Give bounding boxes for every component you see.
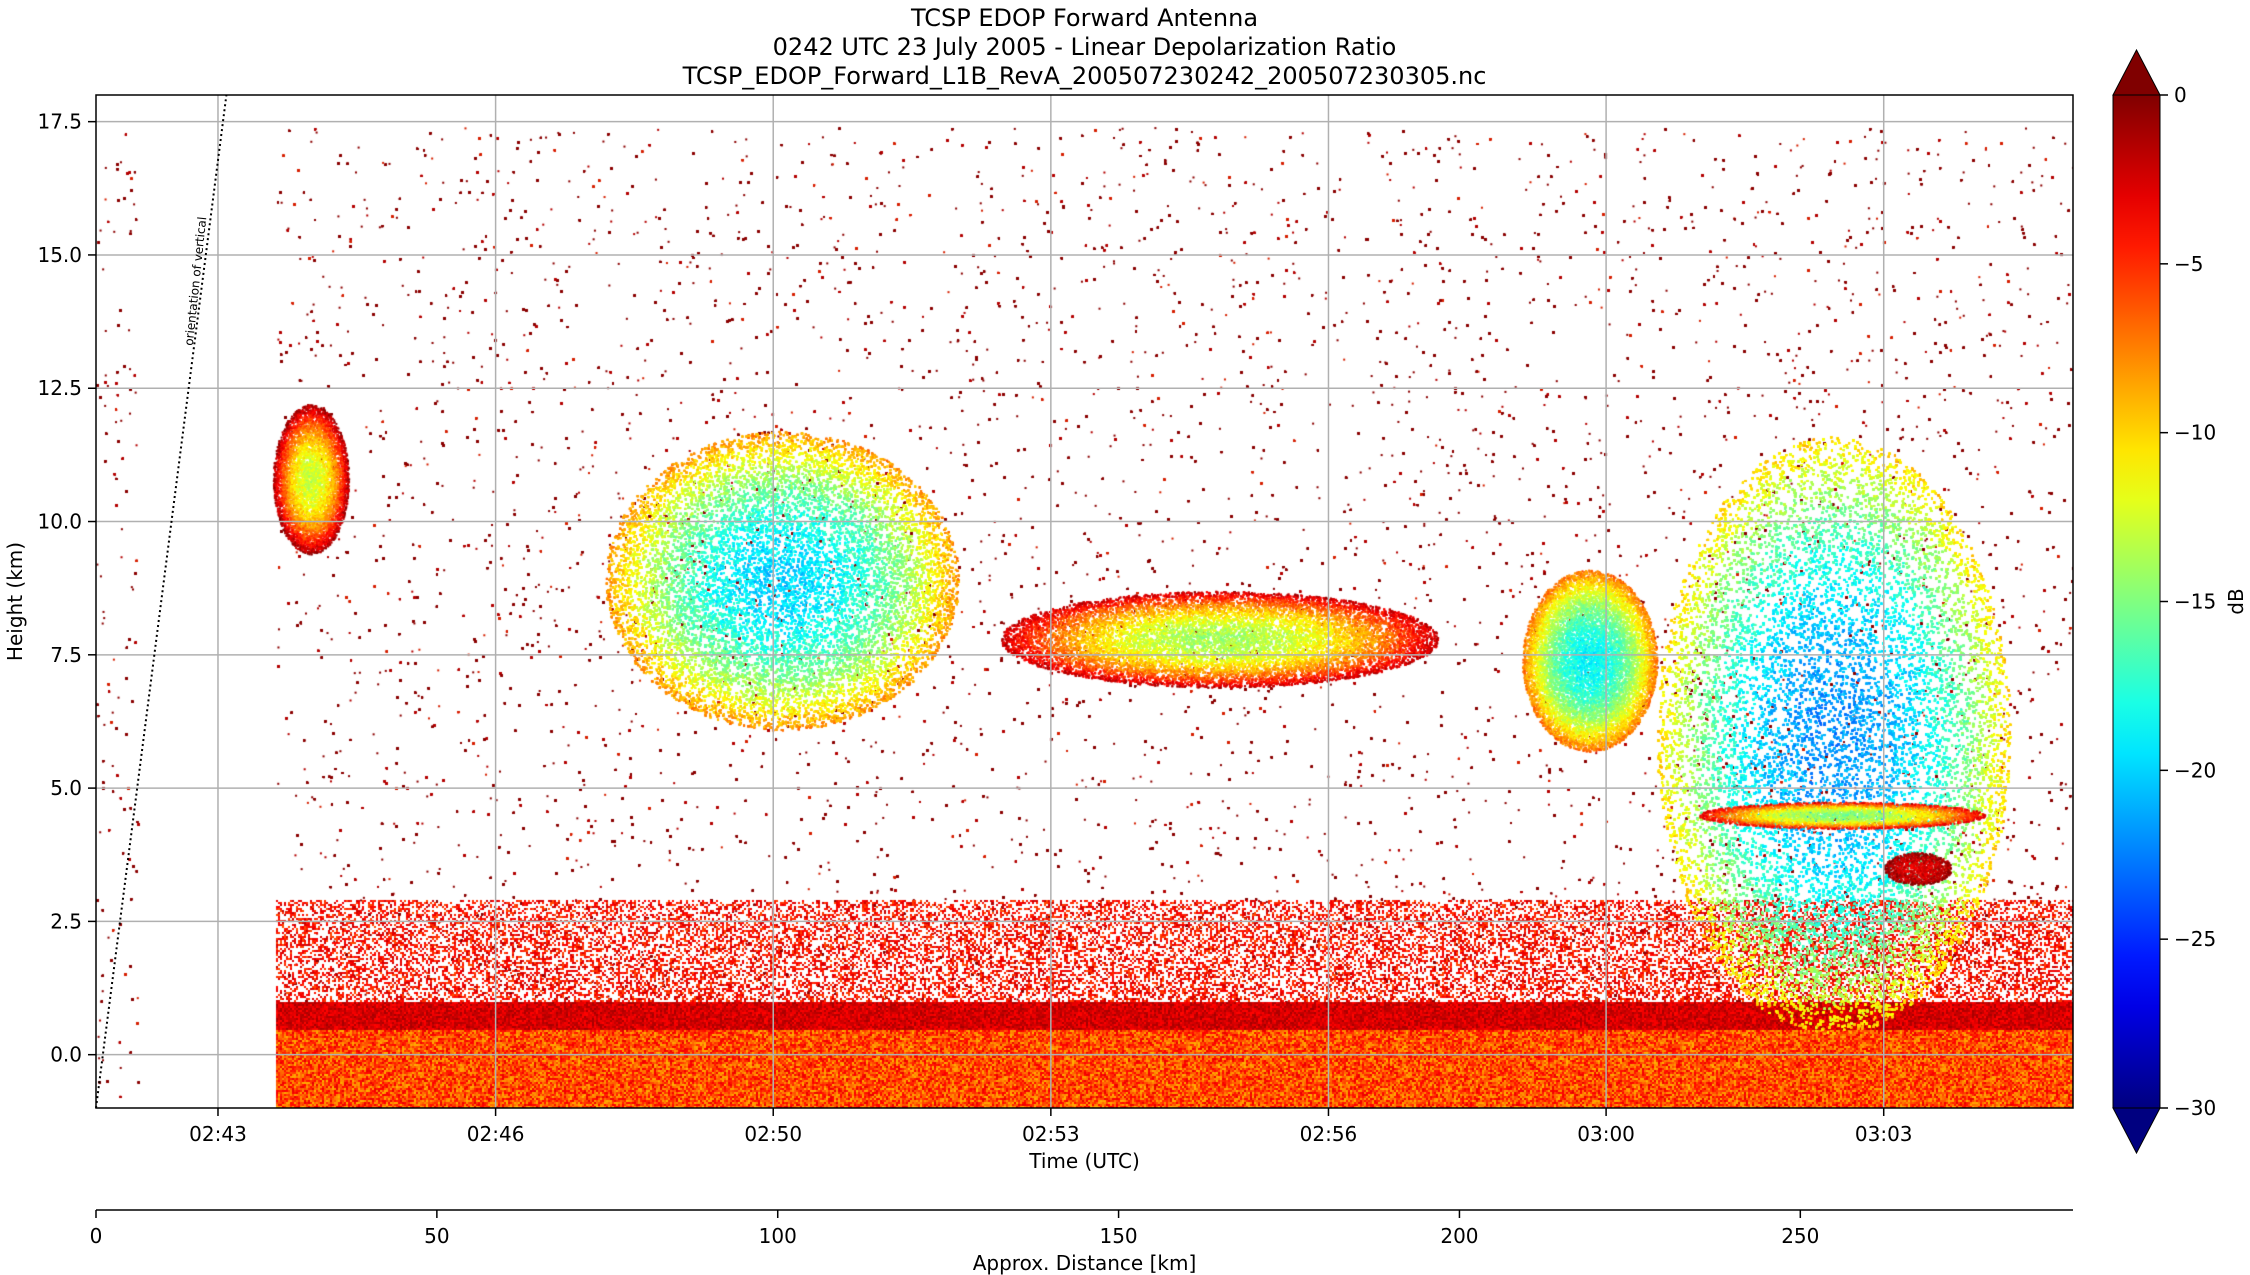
orientation-line [95, 94, 228, 1109]
x-tick-label: 03:00 [1577, 1122, 1635, 1146]
distance-tick-label: 200 [1440, 1224, 1478, 1248]
chart-title-line: 0242 UTC 23 July 2005 - Linear Depolariz… [773, 33, 1397, 61]
colorbar-tick-label: −5 [2174, 252, 2203, 276]
y-tick-label: 2.5 [50, 909, 82, 933]
distance-tick-label: 0 [90, 1224, 103, 1248]
colorbar-tick-label: −15 [2174, 590, 2216, 614]
colorbar-tick-label: 0 [2174, 83, 2187, 107]
colorbar-gradient [2112, 94, 2161, 1109]
distance-tick-label: 50 [424, 1224, 449, 1248]
x-tick-label: 02:56 [1300, 1122, 1358, 1146]
distance-tick-label: 150 [1099, 1224, 1137, 1248]
chart-title-line: TCSP_EDOP_Forward_L1B_RevA_200507230242_… [682, 62, 1487, 90]
x-tick-label: 03:03 [1855, 1122, 1913, 1146]
colorbar-tick-label: −30 [2174, 1096, 2216, 1120]
y-tick-label: 12.5 [37, 376, 82, 400]
x-tick-label: 02:53 [1022, 1122, 1080, 1146]
plot-area [96, 95, 2073, 1108]
distance-axis: 0 50 100 150 200 250 Approx. Distance [km] [90, 1209, 2073, 1275]
colorbar-tick-label: −10 [2174, 421, 2216, 445]
colorbar-extend-top [2112, 48, 2161, 96]
colorbar-extend-bottom [2112, 1107, 2161, 1155]
x-axis-label: Time (UTC) [1028, 1149, 1140, 1173]
y-tick-label: 15.0 [37, 243, 82, 267]
y-tick-label: 0.0 [50, 1043, 82, 1067]
x-tick-label: 02:50 [744, 1122, 802, 1146]
y-tick-label: 5.0 [50, 776, 82, 800]
y-tick-label: 7.5 [50, 643, 82, 667]
y-tick-label: 17.5 [37, 110, 82, 134]
colorbar-tick-label: −20 [2174, 758, 2216, 782]
chart-title-line: TCSP EDOP Forward Antenna [910, 4, 1258, 32]
heatmap-image [96, 95, 2073, 1108]
distance-tick-label: 100 [759, 1224, 797, 1248]
plot-frame [95, 94, 2074, 1109]
colorbar-tick-label: −25 [2174, 927, 2216, 951]
x-tick-label: 02:46 [467, 1122, 525, 1146]
y-tick-label: 10.0 [37, 510, 82, 534]
y-axis-label: Height (km) [3, 542, 27, 661]
distance-tick-label: 250 [1781, 1224, 1819, 1248]
distance-axis-label: Approx. Distance [km] [973, 1251, 1197, 1275]
x-tick-label: 02:43 [189, 1122, 247, 1146]
colorbar-label: dB [2224, 588, 2248, 614]
axes: 02:43 02:46 02:50 02:53 02:56 03:00 03:03 0.0 2.… [3, 94, 2074, 1173]
colorbar: 0 −5 −10 −15 −20 −25 −30 dB [2112, 48, 2248, 1155]
grid: orientation of vertical [95, 94, 2073, 1109]
